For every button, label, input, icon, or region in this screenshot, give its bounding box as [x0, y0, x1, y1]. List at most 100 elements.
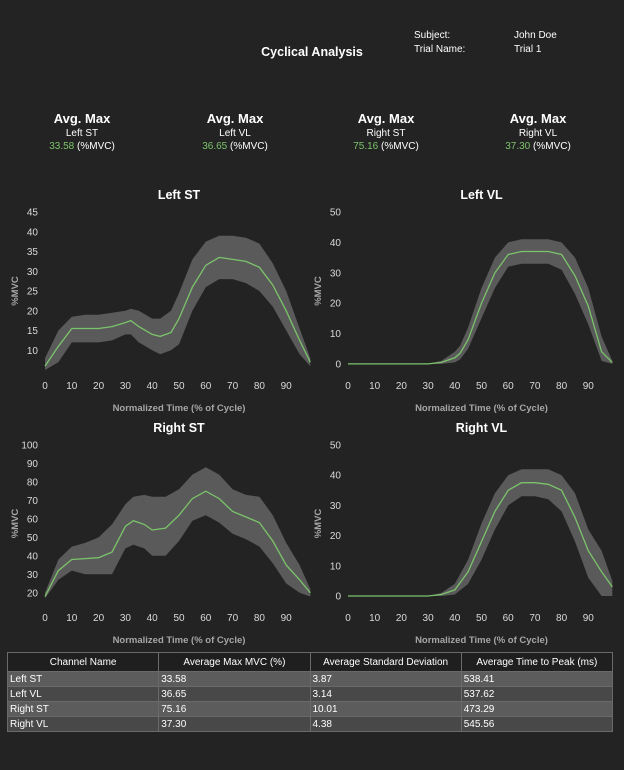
x-tick-label: 0 [42, 613, 48, 624]
stat-channel: Right VL [518, 128, 558, 139]
sd-band [45, 467, 311, 599]
x-tick-label: 80 [556, 381, 568, 392]
x-tick-label: 90 [281, 613, 293, 624]
stat-unit: (%MVC) [381, 141, 419, 152]
mean-line [348, 250, 613, 365]
y-axis-label: %MVC [10, 509, 21, 539]
stat-unit: (%MVC) [77, 141, 115, 152]
y-tick-label: 0 [335, 591, 341, 602]
y-tick-label: 45 [27, 208, 39, 219]
stat-heading: Avg. Max [509, 111, 567, 126]
x-tick-label: 20 [93, 381, 105, 392]
charts-area: Left ST 0 10 20 30 40 50 60 70 80 90 10 15 20 25 30 35 40… [10, 188, 613, 645]
y-axis-label: %MVC [313, 509, 324, 539]
y-tick-label: 30 [330, 501, 342, 512]
column-header: Average Time to Peak (ms) [460, 652, 614, 672]
stat-value: 75.16 [353, 141, 379, 152]
y-tick-label: 0 [335, 359, 341, 370]
table-row: Right ST 75.16 10.01 473.29 [6, 701, 614, 717]
y-tick-label: 100 [21, 441, 38, 452]
trial-name-label: Trial Name: [414, 44, 466, 55]
x-tick-label: 20 [396, 613, 408, 624]
y-tick-label: 40 [330, 471, 342, 482]
chart-title: Left ST [158, 188, 201, 202]
x-tick-label: 70 [529, 381, 541, 392]
table-header-row: Channel Name Average Max MVC (%) Average… [6, 652, 614, 672]
chart-title: Right VL [456, 421, 508, 435]
x-tick-label: 0 [345, 381, 351, 392]
x-tick-label: 60 [200, 613, 212, 624]
x-tick-label: 40 [147, 381, 159, 392]
stat-card-right-st: Avg. Max Right ST 75.16 (%MVC) [321, 111, 451, 152]
x-tick-label: 50 [173, 613, 185, 624]
x-tick-label: 70 [227, 613, 239, 624]
stat-card-right-vl: Avg. Max Right VL 37.30 (%MVC) [473, 111, 603, 152]
y-tick-label: 50 [330, 208, 342, 219]
y-tick-label: 50 [330, 441, 342, 452]
y-tick-label: 10 [330, 561, 342, 572]
x-tick-label: 60 [503, 381, 515, 392]
stat-heading: Avg. Max [357, 111, 415, 126]
table-cell: Right ST [6, 701, 160, 717]
x-tick-label: 30 [120, 381, 132, 392]
stat-card-left-st: Avg. Max Left ST 33.58 (%MVC) [17, 111, 147, 152]
y-tick-label: 25 [27, 287, 39, 298]
x-axis-label: Normalized Time (% of Cycle) [113, 403, 246, 414]
sd-band [45, 235, 311, 370]
y-axis-label: %MVC [10, 276, 21, 306]
x-tick-label: 70 [227, 381, 239, 392]
x-tick-label: 30 [120, 613, 132, 624]
y-tick-label: 20 [330, 299, 342, 310]
y-tick-label: 40 [27, 551, 39, 562]
mean-line [44, 490, 311, 597]
x-tick-label: 60 [503, 613, 515, 624]
y-tick-label: 40 [330, 238, 342, 249]
x-tick-label: 30 [423, 613, 435, 624]
x-tick-label: 10 [369, 381, 381, 392]
stat-value: 37.30 [505, 141, 531, 152]
x-tick-label: 80 [556, 613, 568, 624]
table-cell: Left ST [6, 671, 160, 687]
y-tick-label: 90 [27, 459, 39, 470]
x-tick-label: 70 [529, 613, 541, 624]
y-tick-label: 20 [27, 588, 39, 599]
y-tick-label: 30 [330, 268, 342, 279]
y-tick-label: 10 [330, 329, 342, 340]
x-axis-label: Normalized Time (% of Cycle) [415, 403, 548, 414]
sd-band [348, 469, 613, 596]
table-row: Left ST 33.58 3.87 538.41 [6, 671, 614, 687]
x-tick-label: 30 [423, 381, 435, 392]
x-tick-label: 20 [396, 381, 408, 392]
table-cell: Right VL [6, 716, 160, 732]
table-cell: 36.65 [158, 686, 311, 702]
x-tick-label: 10 [369, 613, 381, 624]
table-cell: 545.56 [460, 716, 614, 732]
y-tick-label: 10 [27, 346, 39, 357]
table-cell: 10.01 [309, 701, 462, 717]
x-tick-label: 50 [476, 613, 488, 624]
chart-title: Right ST [153, 421, 205, 435]
trial-name-value: Trial 1 [514, 44, 542, 55]
stat-heading: Avg. Max [206, 111, 264, 126]
stat-channel: Left VL [219, 128, 251, 139]
y-tick-label: 30 [27, 570, 39, 581]
mean-line [348, 482, 613, 597]
y-tick-label: 50 [27, 533, 39, 544]
table-cell: 37.30 [158, 716, 311, 732]
x-tick-label: 40 [449, 381, 461, 392]
y-tick-label: 15 [27, 326, 39, 337]
x-axis-label: Normalized Time (% of Cycle) [113, 635, 246, 645]
x-tick-label: 0 [345, 613, 351, 624]
table-cell: 473.29 [460, 701, 614, 717]
x-tick-label: 80 [254, 613, 266, 624]
y-tick-label: 70 [27, 496, 39, 507]
y-tick-label: 60 [27, 514, 39, 525]
table-cell: 3.87 [309, 671, 462, 687]
table-row: Right VL 37.30 4.38 545.56 [6, 716, 614, 732]
column-header: Average Max MVC (%) [158, 652, 311, 672]
stat-heading: Avg. Max [53, 111, 111, 126]
x-tick-label: 40 [147, 613, 159, 624]
y-tick-label: 40 [27, 227, 39, 238]
table-cell: 75.16 [158, 701, 311, 717]
x-tick-label: 40 [449, 613, 461, 624]
